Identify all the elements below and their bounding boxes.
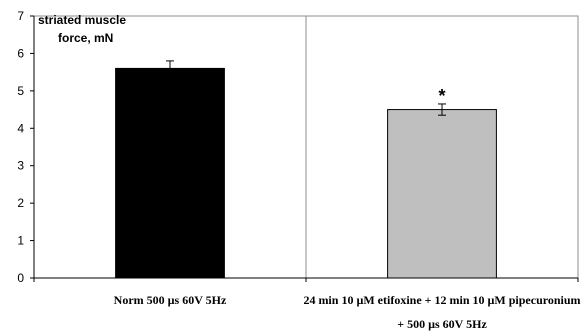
y-axis-label-line-1: striated muscle <box>38 13 126 27</box>
y-tick-label: 5 <box>17 84 24 98</box>
y-tick-label: 4 <box>17 121 24 135</box>
bars: * <box>115 60 497 279</box>
y-tick-label: 0 <box>17 271 24 285</box>
y-tick-label: 6 <box>17 46 24 60</box>
bar <box>115 67 225 279</box>
y-tick-label: 2 <box>17 196 24 210</box>
y-tick-labels: 0 1 2 3 4 5 6 7 <box>17 9 24 285</box>
bar <box>387 109 497 279</box>
y-axis-label-line-2: force, mN <box>58 31 113 45</box>
significance-marker: * <box>438 86 445 106</box>
y-tick-label: 7 <box>17 9 24 23</box>
y-tick-label: 3 <box>17 159 24 173</box>
x-category-label: Norm 500 µs 60V 5Hz <box>114 293 227 307</box>
x-category-label: 24 min 10 µM etifoxine + 12 min 10 µM pi… <box>303 293 580 307</box>
axes <box>30 15 579 282</box>
category-labels: Norm 500 µs 60V 5Hz 24 min 10 µM etifoxin… <box>114 293 581 331</box>
y-tick-label: 1 <box>17 234 24 248</box>
x-category-label: + 500 µs 60V 5Hz <box>397 317 487 331</box>
